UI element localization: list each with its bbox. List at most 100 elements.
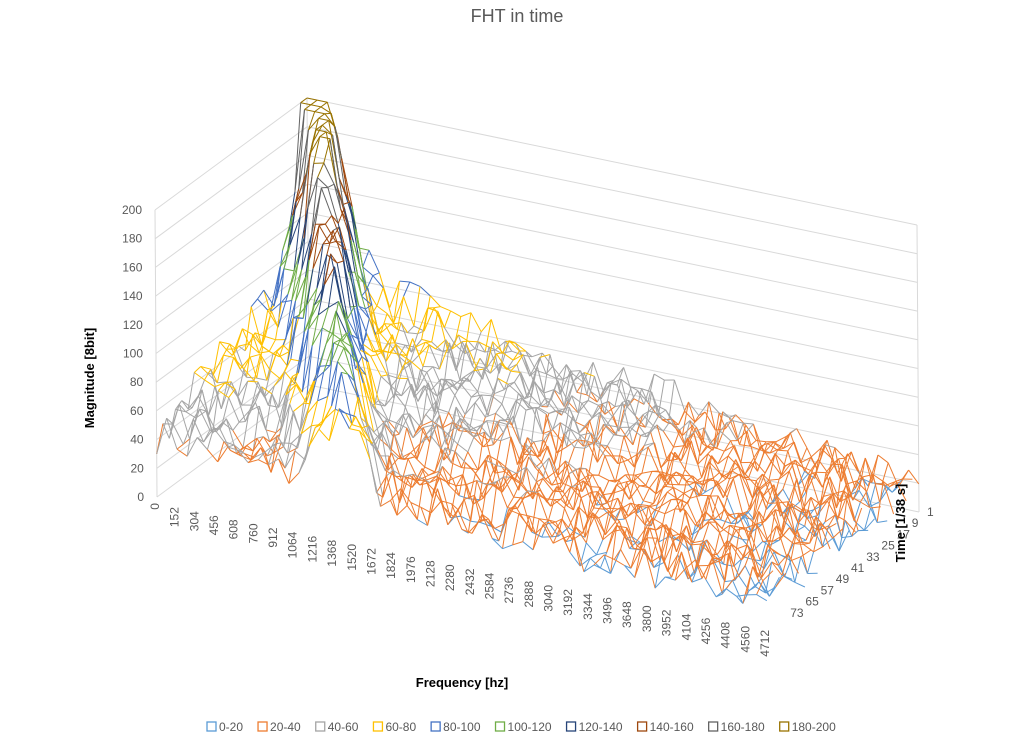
surface-segment [223, 441, 231, 451]
x-tick-label: 2584 [483, 572, 497, 599]
surface-segment [637, 446, 649, 455]
y-tick-label: 73 [790, 606, 804, 620]
surface-segment [518, 513, 526, 523]
surface-segment [656, 424, 664, 432]
surface-segment [641, 470, 653, 474]
surface-segment [394, 393, 402, 397]
surface-segment [647, 373, 655, 403]
surface-segment [638, 410, 650, 426]
surface-segment [356, 306, 368, 334]
surface-segment [166, 418, 178, 450]
surface-segment [391, 452, 399, 459]
legend-label: 80-100 [443, 720, 481, 734]
legend-swatch [494, 721, 506, 732]
surface-segment [673, 429, 681, 448]
surface-segment [402, 473, 414, 477]
surface-segment [261, 310, 269, 346]
surface-segment [616, 484, 624, 491]
surface-segment [421, 420, 433, 427]
surface-segment [673, 379, 686, 412]
surface-segment [267, 443, 276, 465]
surface-segment [467, 495, 475, 534]
surface-segment [427, 489, 435, 526]
surface-segment [631, 453, 639, 484]
surface-segment [314, 187, 322, 225]
surface-segment [889, 481, 900, 488]
surface-segment [604, 455, 616, 483]
surface-segment [437, 311, 449, 353]
surface-segment [763, 481, 771, 496]
surface-segment [727, 455, 739, 467]
surface-segment [589, 420, 597, 443]
surface-segment [621, 455, 633, 484]
surface-segment [600, 444, 612, 457]
surface-segment [798, 522, 805, 527]
surface-segment [446, 478, 453, 483]
surface-segment [513, 372, 522, 383]
surface-segment [289, 201, 297, 245]
surface-segment [663, 475, 671, 487]
surface-segment [824, 444, 832, 458]
surface-segment [498, 340, 510, 374]
surface-segment [800, 447, 808, 463]
surface-segment [182, 418, 194, 445]
surface-segment [614, 558, 625, 566]
surface-segment [528, 456, 540, 470]
surface-segment [716, 554, 725, 565]
x-tick-label: 4560 [738, 626, 752, 653]
surface-segment [774, 509, 783, 535]
surface-segment [481, 514, 493, 539]
surface-segment [467, 451, 479, 471]
surface-segment [691, 565, 699, 583]
surface-segment [306, 288, 318, 306]
surface-segment [571, 395, 583, 404]
surface-segment [496, 476, 504, 482]
surface-segment [728, 414, 736, 418]
surface-segment [504, 340, 513, 352]
surface-segment [645, 391, 653, 428]
surface-segment [563, 433, 575, 448]
surface-segment [304, 304, 315, 332]
surface-segment [716, 480, 728, 498]
surface-segment [290, 317, 298, 360]
surface-segment [394, 342, 406, 346]
surface-segment [717, 450, 725, 465]
surface-segment [801, 509, 813, 527]
surface-segment [594, 505, 602, 516]
surface-segment [541, 352, 553, 367]
surface-segment [817, 444, 826, 460]
legend-item: 180-200 [779, 720, 836, 734]
surface-segment [728, 514, 736, 520]
surface-segment [554, 498, 561, 501]
surface-segment [707, 446, 715, 455]
surface-segment [449, 342, 461, 381]
surface-segment [739, 474, 751, 511]
surface-segment [481, 513, 489, 520]
surface-segment [702, 401, 710, 444]
surface-segment [724, 579, 736, 583]
surface-segment [246, 445, 254, 452]
surface-segment [515, 473, 523, 485]
surface-segment [690, 440, 703, 478]
surface-segment [440, 306, 451, 312]
surface-segment [603, 424, 615, 436]
surface-segment [665, 471, 677, 486]
surface-segment [428, 344, 440, 370]
legend-label: 120-140 [579, 720, 623, 734]
surface-segment [338, 408, 346, 414]
surface-segment [285, 384, 297, 396]
surface-segment [473, 368, 484, 372]
surface-segment [307, 314, 319, 330]
surface-segment [851, 530, 859, 537]
surface-segment [319, 131, 327, 138]
surface-segment [224, 382, 236, 390]
surface-segment [217, 381, 228, 384]
y-tick-label: 41 [851, 561, 865, 575]
surface-segment [569, 467, 580, 474]
surface-segment [351, 334, 359, 340]
surface-segment [694, 411, 706, 423]
surface-segment [200, 366, 211, 370]
surface-segment [274, 442, 282, 445]
surface-segment [879, 486, 891, 503]
surface-segment [309, 366, 321, 404]
